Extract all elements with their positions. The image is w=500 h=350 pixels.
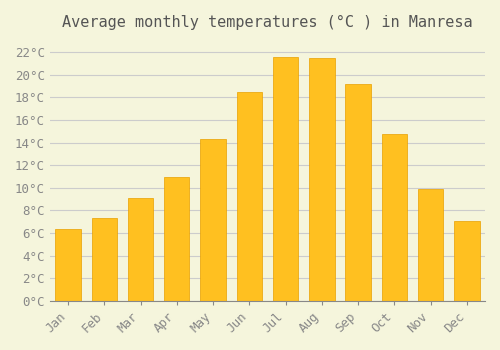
Bar [418,189,444,301]
Bar [382,134,407,301]
Title: Average monthly temperatures (°C ) in Manresa: Average monthly temperatures (°C ) in Ma… [62,15,472,30]
Bar [56,229,80,301]
Bar [346,84,371,301]
Bar [454,220,479,301]
Bar [273,57,298,301]
Bar [309,58,334,301]
Bar [236,92,262,301]
Bar [200,139,226,301]
Bar [164,176,190,301]
Bar [128,198,153,301]
Bar [92,218,117,301]
